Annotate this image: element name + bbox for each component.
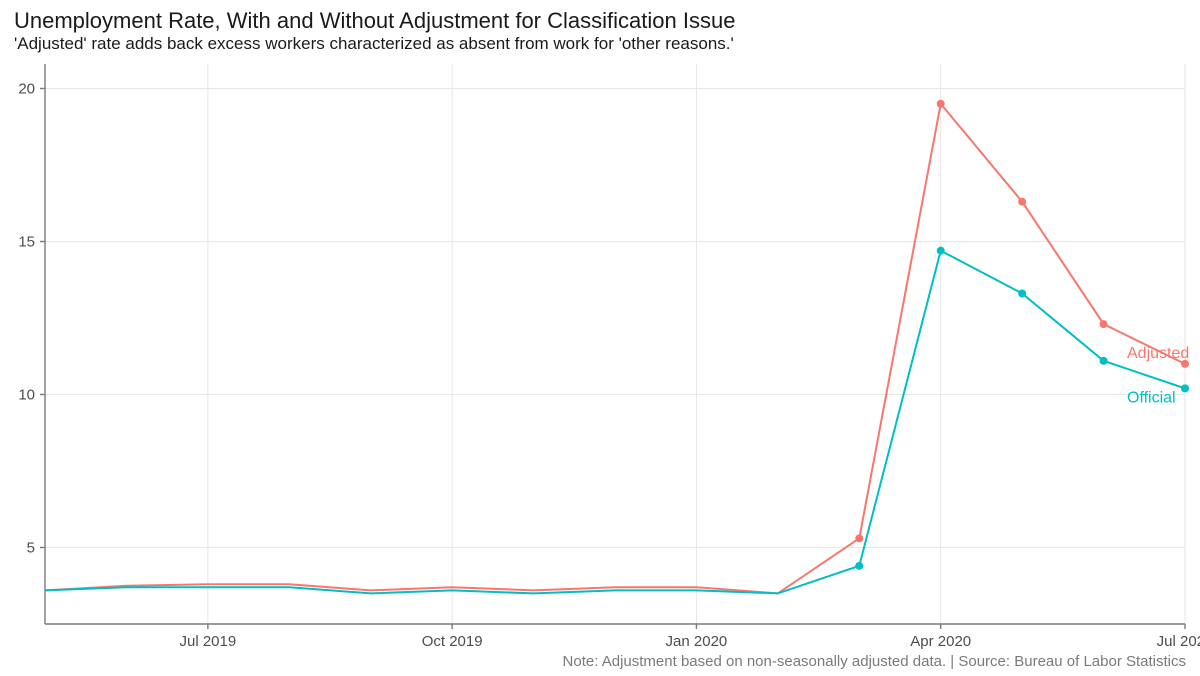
series-label-adjusted: Adjusted [1127, 345, 1189, 362]
series-label-official: Official [1127, 389, 1176, 406]
x-tick-label: Jan 2020 [666, 633, 728, 650]
chart-footnote: Note: Adjustment based on non-seasonally… [563, 653, 1186, 670]
x-tick-label: Oct 2019 [422, 633, 483, 650]
chart-container: Unemployment Rate, With and Without Adju… [0, 0, 1200, 676]
series-marker [937, 100, 945, 108]
plot-area: 5 10 15 20 Jul 2019 Oct 2019 Jan 2020 Apr 2020 J… [0, 64, 1200, 676]
x-tick-label: Apr 2020 [910, 633, 971, 650]
series-marker [855, 562, 863, 570]
series-marker [855, 534, 863, 542]
y-tick-label: 5 [27, 539, 35, 556]
y-tick-label: 10 [18, 386, 35, 403]
x-tick-label: Jul 2019 [179, 633, 236, 650]
series-marker [1018, 198, 1026, 206]
x-tick-label: Jul 2020 [1157, 633, 1200, 650]
series-marker [1100, 320, 1108, 328]
chart-subtitle: 'Adjusted' rate adds back excess workers… [14, 34, 734, 54]
series-marker [1181, 384, 1189, 392]
chart-title: Unemployment Rate, With and Without Adju… [14, 8, 735, 34]
series-marker [1100, 357, 1108, 365]
series-marker [937, 247, 945, 255]
y-tick-label: 20 [18, 80, 35, 97]
y-tick-label: 15 [18, 233, 35, 250]
series-marker [1018, 290, 1026, 298]
